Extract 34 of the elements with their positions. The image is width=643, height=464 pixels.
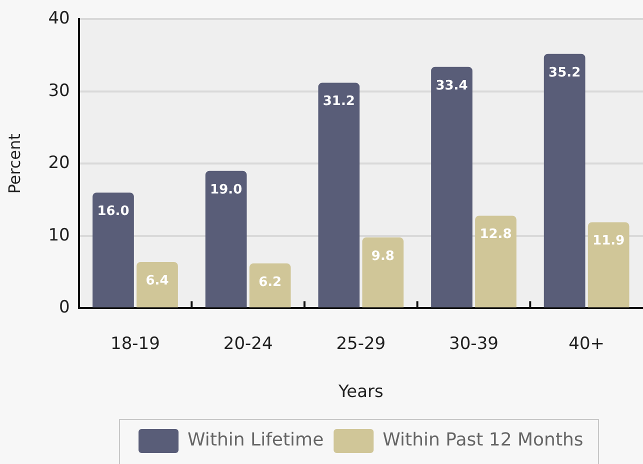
data-label: 9.8 (371, 248, 394, 264)
y-tick-label: 0 (59, 298, 70, 318)
bar (431, 66, 472, 308)
y-tick-label: 30 (48, 80, 70, 101)
data-label: 12.8 (480, 227, 512, 242)
y-tick-label: 10 (48, 225, 70, 246)
bar (318, 82, 360, 308)
data-label: 33.4 (436, 78, 468, 94)
bar (92, 192, 134, 308)
data-label: 16.0 (97, 204, 130, 219)
legend-label: Within Past 12 Months (382, 430, 584, 451)
y-tick-label: 40 (48, 8, 70, 29)
data-label: 35.2 (548, 65, 581, 80)
data-label: 11.9 (592, 234, 625, 249)
bar (475, 216, 516, 308)
bar (544, 54, 586, 308)
data-label: 31.2 (322, 94, 355, 110)
bar (205, 170, 247, 308)
x-tick-label: 25-29 (336, 334, 386, 354)
data-label: 6.4 (146, 273, 169, 288)
x-tick-label: 40+ (568, 334, 605, 354)
data-label: 6.2 (258, 274, 282, 290)
y-tick-label: 20 (48, 153, 70, 174)
bar (588, 222, 630, 308)
data-label: 19.0 (210, 182, 242, 198)
x-tick-label: 20-24 (223, 334, 273, 354)
x-tick-label: 30-39 (449, 334, 498, 354)
legend-label: Within Lifetime (188, 430, 324, 451)
bar (362, 237, 404, 308)
x-tick-label: 18-19 (110, 334, 160, 354)
y-axis-title: Percent (4, 134, 24, 194)
x-axis-title: Years (337, 382, 384, 402)
bar (249, 263, 291, 308)
bar (136, 262, 178, 308)
